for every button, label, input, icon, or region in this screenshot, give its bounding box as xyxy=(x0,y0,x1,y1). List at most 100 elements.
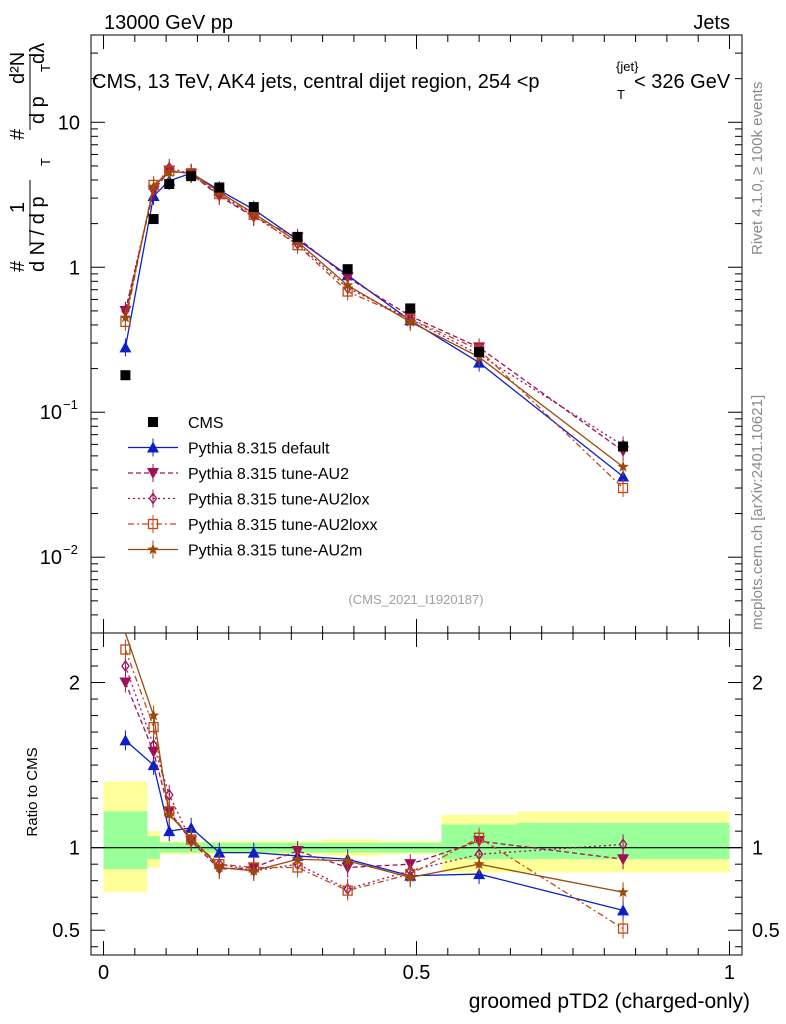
svg-text:dλ: dλ xyxy=(27,43,49,64)
ratio-y-tick-label: 1 xyxy=(69,838,80,860)
y-tick-label: 1 xyxy=(69,257,80,279)
series-ratio-line xyxy=(124,682,624,870)
svg-text:T: T xyxy=(38,158,53,166)
ratio-point xyxy=(120,644,131,655)
cms-data-point xyxy=(248,202,259,213)
ratio-point xyxy=(119,677,132,689)
series-point xyxy=(119,311,132,323)
series-point xyxy=(248,207,260,219)
legend-label: Pythia 8.315 tune-AU2loxx xyxy=(188,517,377,534)
legend-marker xyxy=(147,518,159,530)
cms-data-point xyxy=(186,171,197,182)
ratio-point xyxy=(617,854,630,866)
ratio-y-axis-label: Ratio to CMS xyxy=(24,747,41,836)
ratio-point xyxy=(147,709,160,721)
analysis-watermark: (CMS_2021_I1920187) xyxy=(348,592,483,607)
cms-data-point xyxy=(164,179,175,190)
plot-title-sup: {jet} xyxy=(616,59,639,74)
series-point xyxy=(147,180,160,192)
ratio-frame xyxy=(90,632,743,956)
y-tick-label-exponent: −1 xyxy=(63,397,78,412)
legend-label: Pythia 8.315 default xyxy=(188,441,330,458)
svg-text:d²N: d²N xyxy=(7,52,29,84)
legend-label: Pythia 8.315 tune-AU2m xyxy=(188,543,362,560)
series-line xyxy=(124,167,624,446)
series-point xyxy=(617,482,629,494)
svg-text:d p: d p xyxy=(27,96,49,124)
series-point xyxy=(341,279,354,291)
series-point xyxy=(617,460,629,472)
header-left-label: 13000 GeV pp xyxy=(104,12,233,34)
ratio-y-tick-label-right: 1 xyxy=(752,838,763,860)
legend-marker xyxy=(147,441,159,453)
ratio-point xyxy=(404,871,416,883)
ratio-y-tick-label-right: 0.5 xyxy=(752,920,780,942)
cms-data-point xyxy=(292,231,303,242)
x-axis-label: groomed pTD2 (charged-only) xyxy=(469,990,750,1013)
svg-text:1: 1 xyxy=(7,202,29,213)
ratio-point xyxy=(473,832,485,843)
ratio-point xyxy=(342,885,353,896)
ratio-point xyxy=(164,788,174,801)
ratio-y-tick-label: 2 xyxy=(69,673,80,695)
series-point xyxy=(163,165,175,177)
cms-data-point xyxy=(120,370,131,381)
cms-data-point xyxy=(618,441,629,452)
mcplots-label: mcplots.cern.ch [arXiv:2401.10621] xyxy=(749,395,766,630)
ratio-y-tick-label-right: 2 xyxy=(752,673,763,695)
legend-marker xyxy=(147,468,159,479)
y-tick-label: 10 xyxy=(58,112,80,134)
y-tick-label: 10 xyxy=(40,402,62,424)
svg-text:#: # xyxy=(7,128,29,140)
ratio-point xyxy=(213,861,225,873)
ratio-panel: 0 0.5 1 2 2 1 1 0.5 0.5 xyxy=(52,632,780,984)
ratio-point xyxy=(617,886,629,898)
legend: CMS Pythia 8.315 default Pythia 8.315 tune… xyxy=(128,415,377,560)
ratio-point xyxy=(617,904,630,916)
ratio-point xyxy=(119,734,132,746)
cms-data-point xyxy=(342,264,353,275)
plot-title-sub: T xyxy=(617,87,625,102)
series-point xyxy=(404,315,416,327)
ratio-point xyxy=(163,808,175,820)
x-tick-label: 0.5 xyxy=(403,962,431,984)
plot-title: CMS, 13 TeV, AK4 jets, central dijet reg… xyxy=(92,59,731,102)
ratio-point xyxy=(121,659,130,673)
ratio-point xyxy=(248,864,260,876)
cms-data-point xyxy=(148,214,159,225)
y-tick-label: 10 xyxy=(40,547,62,569)
cms-data-point xyxy=(474,347,485,358)
cms-data-point xyxy=(405,303,416,314)
header-right-label: Jets xyxy=(693,12,730,34)
legend-marker xyxy=(148,492,158,505)
y-tick-label-exponent: −2 xyxy=(63,542,78,557)
series-point xyxy=(617,470,630,482)
ratio-point xyxy=(149,739,158,752)
legend-marker xyxy=(148,417,158,427)
svg-text:#: # xyxy=(7,260,29,272)
ratio-point xyxy=(185,831,197,843)
ratio-point xyxy=(147,759,160,771)
legend-marker xyxy=(147,543,159,555)
svg-text:d N / d p: d N / d p xyxy=(27,196,49,272)
plot-title-main: CMS, 13 TeV, AK4 jets, central dijet reg… xyxy=(92,71,540,93)
series-ratio-line xyxy=(124,649,624,930)
ratio-point xyxy=(617,923,629,934)
ratio-point xyxy=(618,838,628,851)
plot-title-end: < 326 GeV xyxy=(634,71,731,93)
ratio-point xyxy=(213,846,226,858)
ratio-point xyxy=(247,846,260,858)
svg-text:T: T xyxy=(38,64,53,72)
ratio-point xyxy=(163,825,176,837)
legend-label: CMS xyxy=(188,415,224,432)
ratio-point xyxy=(185,821,198,833)
cms-data-point xyxy=(214,182,225,193)
ratio-point xyxy=(291,853,304,865)
ratio-y-tick-label: 0.5 xyxy=(52,920,80,942)
uncertainty-band-green xyxy=(103,811,148,870)
series-line xyxy=(124,169,624,452)
ratio-point xyxy=(341,854,354,866)
rivet-version-label: Rivet 4.1.0, ≥ 100k events xyxy=(749,82,766,255)
